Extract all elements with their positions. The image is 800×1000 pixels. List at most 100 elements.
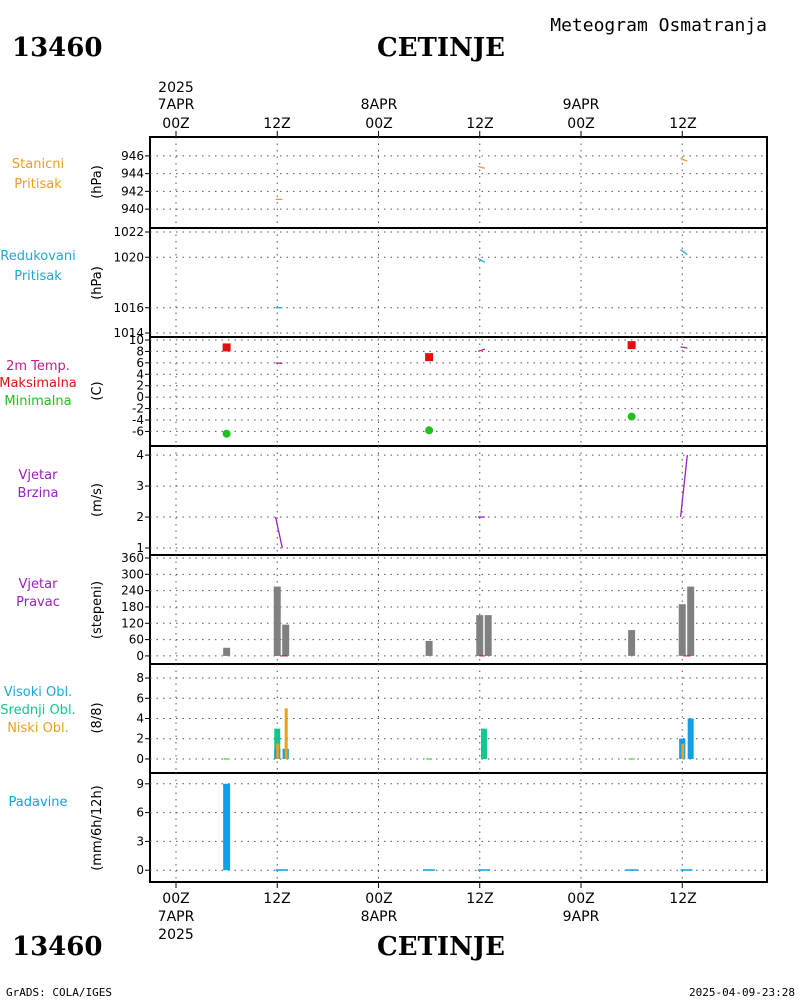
- wind-direction-bar: [223, 647, 231, 656]
- temperature-ytick-label: -2: [132, 402, 144, 416]
- cloud-cover-label: Srednji Obl.: [0, 703, 75, 718]
- msl-pressure-label: Redukovani: [0, 249, 75, 264]
- cloud-cover-frame: [149, 663, 768, 774]
- precipitation-ytick-label: 3: [136, 834, 144, 848]
- max-temp-marker: [627, 341, 636, 350]
- pressure-ytick-label: 942: [121, 184, 144, 198]
- wind-direction-frame: [149, 554, 768, 665]
- cloud-cover-unit: (8/8): [90, 702, 105, 733]
- precipitation-bar: [423, 869, 436, 871]
- tick-top-5: 12Z: [669, 116, 696, 132]
- wind-direction-label: Pravac: [16, 595, 60, 610]
- temperature-label: 2m Temp.: [6, 359, 70, 374]
- tick-top-2: 00Z: [365, 116, 392, 132]
- cloud-middle-bar: [480, 728, 487, 759]
- cloud-cover-label: Visoki Obl.: [4, 685, 72, 700]
- min-temp-marker: [627, 412, 636, 421]
- wind-speed-label: Brzina: [18, 486, 59, 501]
- min-temp-marker: [222, 429, 231, 438]
- tick-bottom-4: 00Z: [567, 891, 594, 907]
- msl-pressure-ytick-label: 1016: [113, 301, 144, 315]
- wind-direction-bar: [628, 630, 636, 656]
- station-id-top: 13460: [12, 33, 102, 63]
- wind-speed-ytick-label: 3: [136, 479, 144, 493]
- precipitation-ytick-label: 9: [136, 777, 144, 791]
- wind-direction-bar: [425, 640, 433, 656]
- msl-pressure-series-line: [680, 249, 688, 256]
- pressure-ytick-label: 946: [121, 149, 144, 163]
- temperature-line: [275, 362, 283, 365]
- precipitation-bar: [275, 869, 288, 871]
- temperature-unit: (C): [90, 381, 105, 400]
- wind-direction-bar: [476, 615, 484, 656]
- precipitation-ytick-label: 0: [136, 863, 144, 877]
- wind-direction-ytick-label: 120: [121, 616, 144, 630]
- tick-top-4: 00Z: [567, 116, 594, 132]
- temperature-frame: [149, 336, 768, 447]
- date-top-0: 7APR: [158, 97, 195, 113]
- date-top-1: 8APR: [361, 97, 398, 113]
- pressure-series-line: [680, 157, 688, 162]
- precipitation-bar: [223, 783, 231, 871]
- cloud-cover-label: Niski Obl.: [7, 721, 69, 736]
- precipitation-label: Padavine: [9, 795, 68, 810]
- wind-direction-bar: [687, 586, 695, 656]
- pressure-ytick-label: 940: [121, 202, 144, 216]
- tick-bottom-3: 12Z: [466, 891, 493, 907]
- cloud-cover-ytick-label: 4: [136, 712, 144, 726]
- wind-speed-frame: [149, 445, 768, 556]
- tick-bottom-5: 12Z: [669, 891, 696, 907]
- station-name-top: CETINJE: [377, 33, 505, 63]
- date-bottom-2: 9APR: [563, 909, 600, 925]
- msl-pressure-frame: [149, 227, 768, 338]
- station-name-bottom: CETINJE: [377, 932, 505, 962]
- tick-bottom-1: 12Z: [263, 891, 290, 907]
- wind-speed-ytick-label: 4: [136, 448, 144, 462]
- msl-pressure-ytick-label: 1014: [113, 326, 144, 340]
- cloud-cover-ytick-label: 8: [136, 671, 144, 685]
- temperature-ytick-label: -6: [132, 424, 144, 438]
- min-temp-marker: [425, 426, 434, 435]
- pressure-series-line: [477, 165, 485, 169]
- wind-direction-ytick-label: 0: [136, 649, 144, 663]
- chart-subtitle: Meteogram Osmatranja: [550, 15, 767, 36]
- temperature-ytick-label: -4: [132, 413, 144, 427]
- wind-direction-ytick-label: 300: [121, 567, 144, 581]
- pressure-frame: [149, 136, 768, 229]
- cloud-cover-ytick-label: 0: [136, 752, 144, 766]
- wind-speed-ytick-label: 1: [136, 541, 144, 555]
- temperature-label: Minimalna: [4, 394, 71, 409]
- wind-speed-ytick-label: 2: [136, 510, 144, 524]
- cloud-cover-ytick-label: 2: [136, 732, 144, 746]
- precipitation-bar: [625, 869, 638, 871]
- year-top: 2025: [158, 80, 194, 96]
- cloud-middle-bar: [274, 728, 281, 759]
- cloud-low-bar: [681, 743, 685, 759]
- msl-pressure-unit: (hPa): [90, 266, 105, 300]
- temperature-line: [477, 348, 486, 353]
- max-temp-marker: [222, 343, 231, 352]
- msl-pressure-ytick-label: 1022: [113, 225, 144, 239]
- station-id-bottom: 13460: [12, 932, 102, 962]
- wind-direction-ytick-label: 360: [121, 551, 144, 565]
- wind-direction-unit: (stepeni): [90, 581, 105, 639]
- cloud-low-bar: [276, 743, 280, 759]
- temperature-ytick-label: 8: [136, 344, 144, 358]
- precipitation-unit: (mm/6h/12h): [90, 785, 105, 871]
- wind-direction-bar: [273, 586, 281, 656]
- date-bottom-0: 7APR: [158, 909, 195, 925]
- tick-top-3: 12Z: [466, 116, 493, 132]
- tick-top-1: 12Z: [263, 116, 290, 132]
- timestamp-text: 2025-04-09-23:28: [689, 986, 795, 999]
- temperature-line: [680, 346, 688, 349]
- wind-speed-series-line: [679, 455, 688, 518]
- wind-speed-label: Vjetar: [19, 468, 59, 483]
- temperature-ytick-label: 2: [136, 379, 144, 393]
- pressure-ytick-label: 944: [121, 167, 144, 181]
- wind-direction-bar: [484, 615, 492, 656]
- tick-bottom-2: 00Z: [365, 891, 392, 907]
- precipitation-bar: [477, 869, 490, 871]
- temperature-label: Maksimalna: [0, 376, 77, 391]
- msl-pressure-label: Pritisak: [14, 269, 62, 284]
- wind-direction-ytick-label: 180: [121, 600, 144, 614]
